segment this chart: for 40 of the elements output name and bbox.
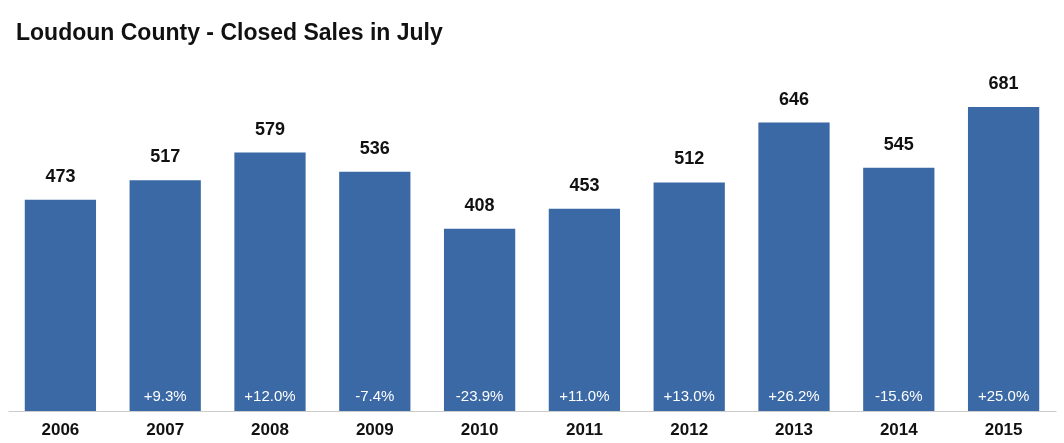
annotation: +11.0% <box>559 387 610 404</box>
x-tick-label: 2012 <box>670 419 709 439</box>
x-tick-label: 2010 <box>460 419 499 439</box>
bar <box>443 228 516 411</box>
data-label: 646 <box>778 88 810 109</box>
data-label: 681 <box>988 73 1019 93</box>
bar <box>339 171 411 411</box>
data-label: 536 <box>359 137 390 158</box>
bar <box>967 107 1040 411</box>
data-label: 545 <box>883 133 914 154</box>
chart-title: Loudoun County - Closed Sales in July <box>16 19 444 45</box>
bar <box>234 152 306 411</box>
x-tick-label: 2015 <box>984 419 1023 439</box>
annotation: -15.6% <box>875 387 923 404</box>
bar <box>863 167 935 411</box>
annotation: +26.2% <box>768 387 820 404</box>
annotation: +12.0% <box>244 387 296 404</box>
data-label: 512 <box>674 148 705 169</box>
data-label: 453 <box>569 174 600 195</box>
data-label: 473 <box>45 165 76 186</box>
bar <box>758 122 830 411</box>
bar <box>653 182 725 411</box>
annotation: +13.0% <box>663 387 715 404</box>
annotation: +9.3% <box>143 387 187 404</box>
x-tick-label: 2006 <box>41 419 80 439</box>
data-label: 408 <box>464 194 495 215</box>
annotation: -23.9% <box>455 387 504 404</box>
x-tick-label: 2013 <box>775 419 813 439</box>
annotation: +25.0% <box>977 387 1030 404</box>
x-tick-label: 2011 <box>565 419 603 439</box>
data-label: 579 <box>254 118 286 139</box>
x-tick-label: 2014 <box>879 419 919 439</box>
x-tick-label: 2008 <box>251 419 289 439</box>
annotation: -7.4% <box>355 387 395 404</box>
bar <box>129 180 201 411</box>
x-tick-label: 2007 <box>146 419 185 439</box>
bar <box>548 208 621 411</box>
data-label: 517 <box>150 146 181 167</box>
x-tick-label: 2009 <box>355 419 394 439</box>
bar <box>24 199 97 411</box>
